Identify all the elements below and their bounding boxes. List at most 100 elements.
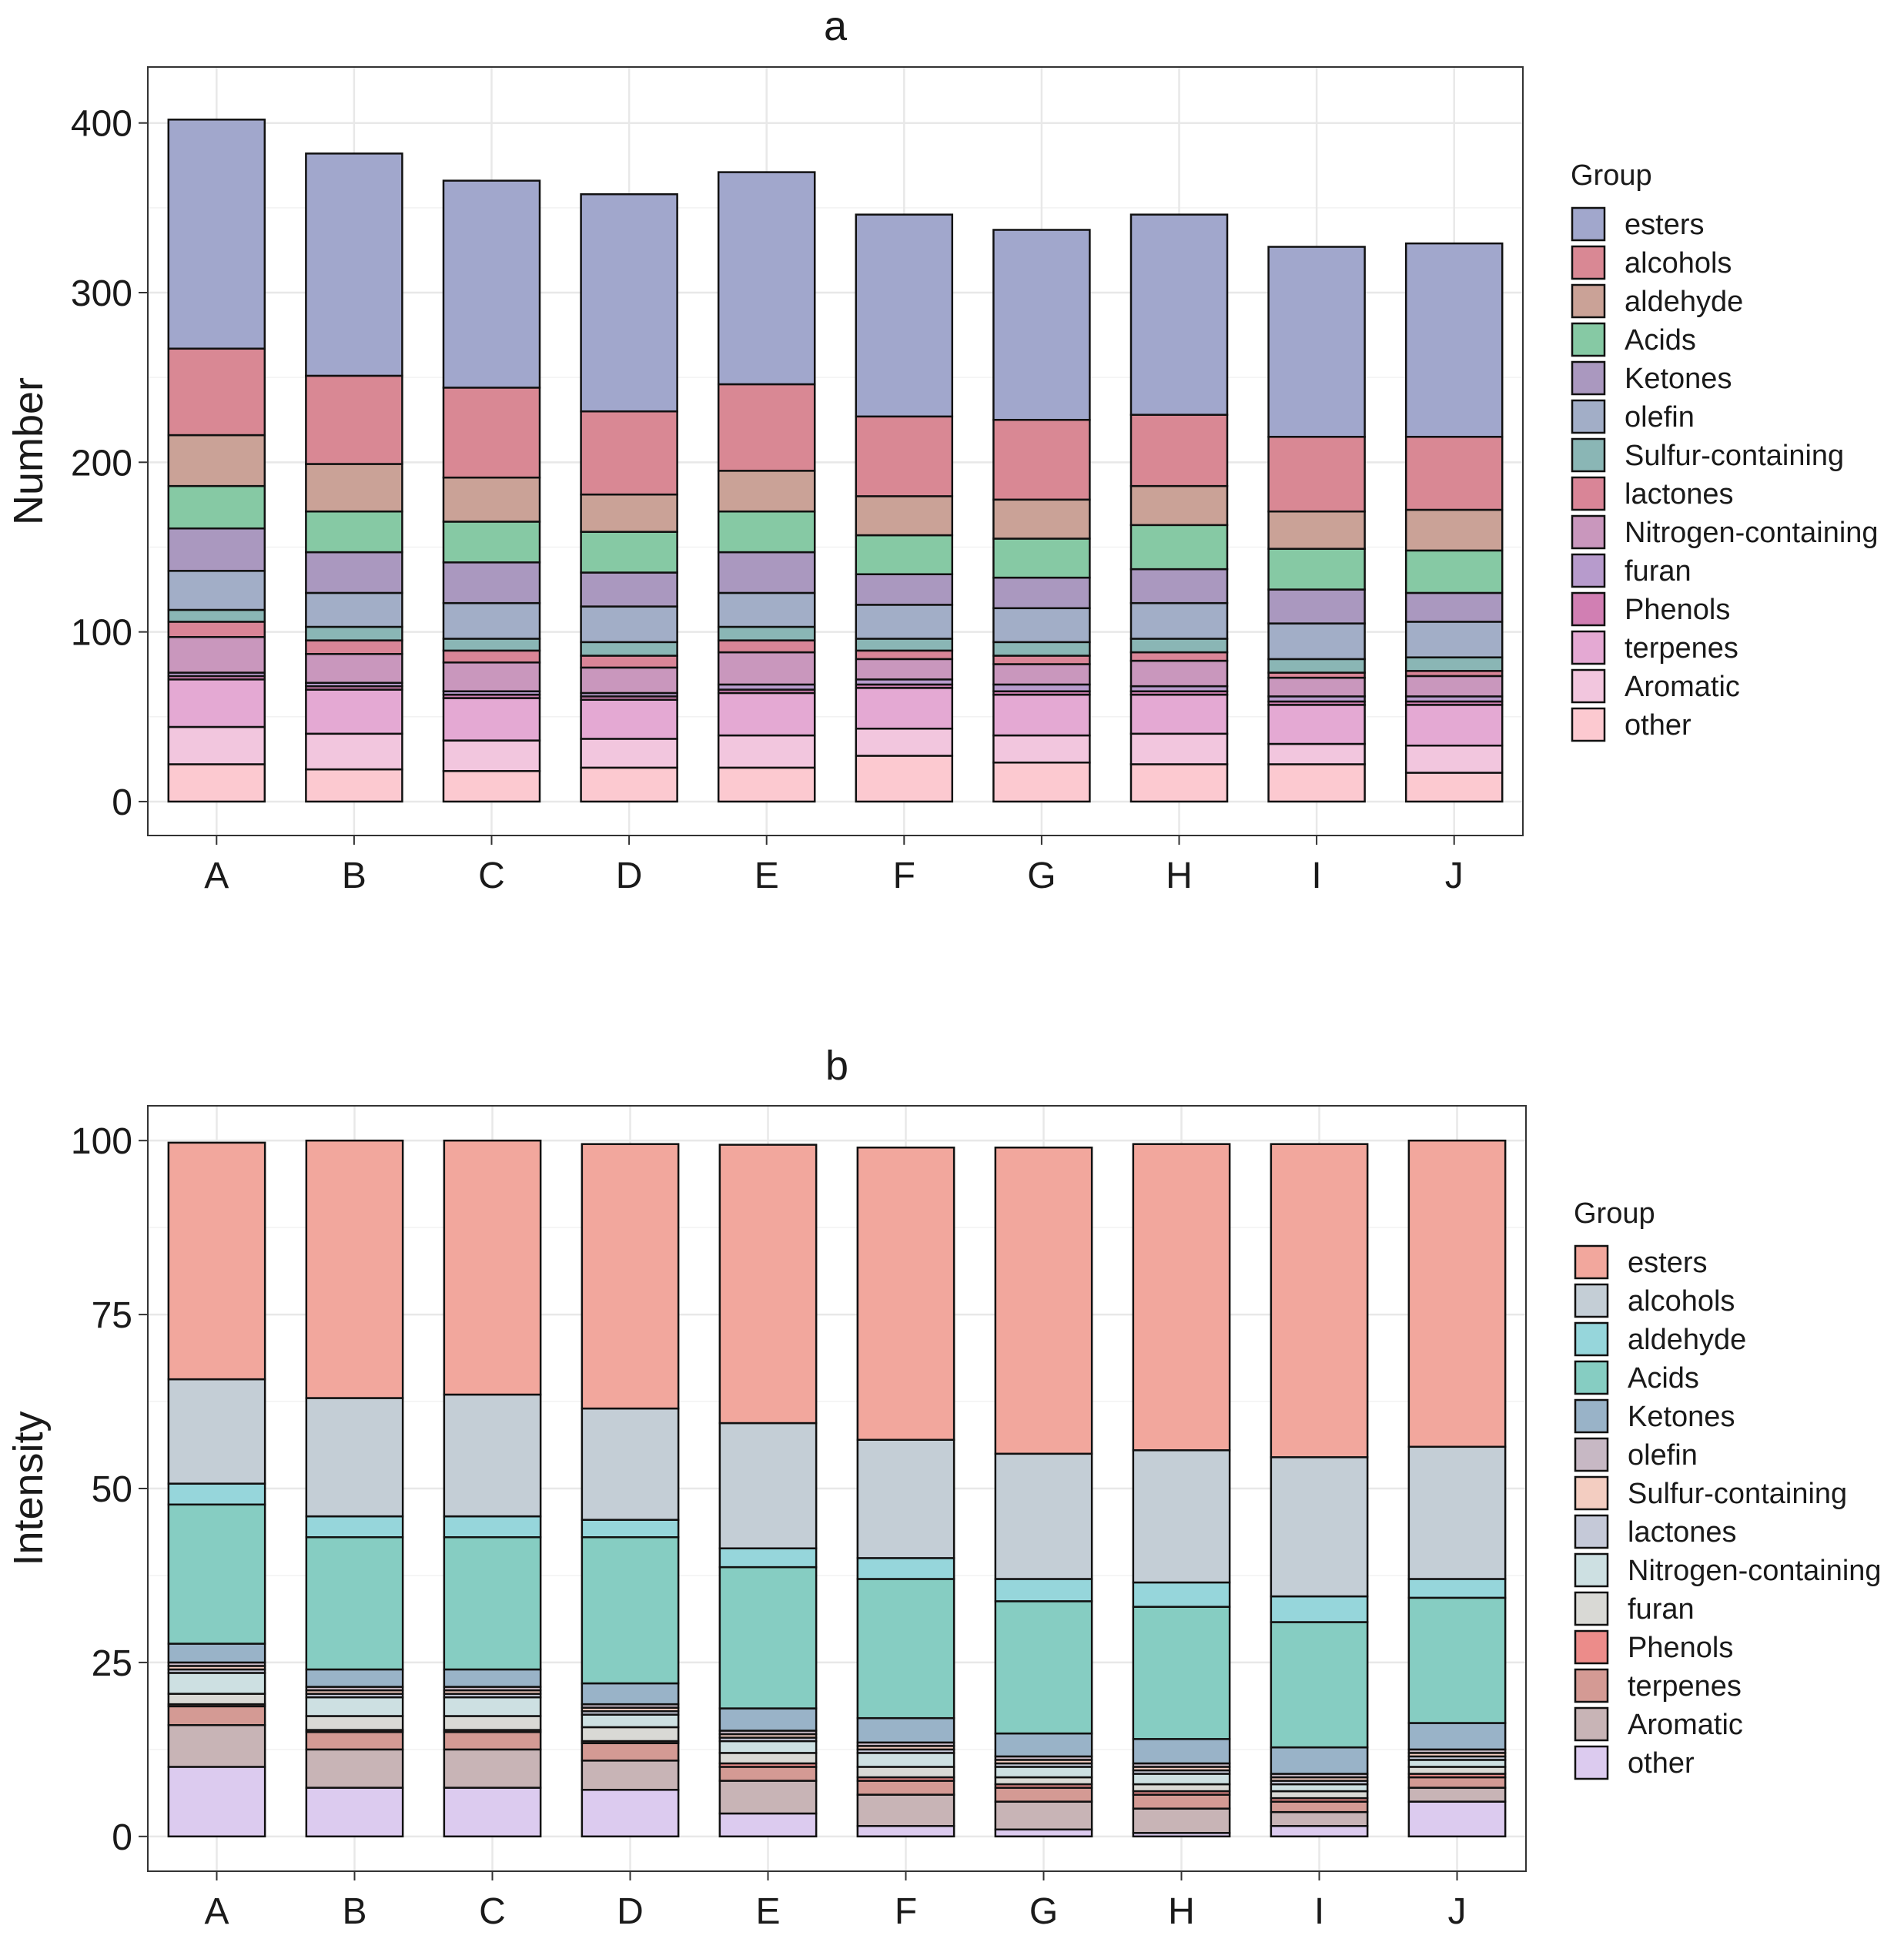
bar-segment-nitrogen-containing-h: [1132, 1773, 1231, 1786]
bar-segment-aromatic-c: [443, 1748, 542, 1789]
bar-segment-alcohols-f: [855, 415, 954, 497]
legend-key-furan: [1571, 553, 1606, 588]
bar-segment-lactones-g: [992, 655, 1091, 665]
legend-label: furan: [1628, 1593, 1695, 1626]
bar-segment-aldehyde-i: [1267, 510, 1366, 550]
y-tick-label: 0: [112, 1817, 132, 1858]
bar-segment-sulfur-containing-b: [305, 625, 403, 641]
bar-segment-furan-g: [994, 1776, 1093, 1786]
legend-key-lactones: [1574, 1514, 1609, 1549]
bar-segment-other-e: [718, 1812, 818, 1838]
bar-segment-olefin-a: [167, 570, 266, 611]
legend-key-olefin: [1574, 1437, 1609, 1472]
bar-segment-other-c: [442, 770, 541, 803]
bar-segment-aldehyde-a: [167, 434, 266, 487]
bar-segment-acids-f: [856, 1578, 955, 1720]
legend-key-sulfur-containing: [1571, 437, 1606, 473]
bar-segment-alcohols-j: [1407, 1445, 1507, 1580]
bar-segment-ketones-b: [305, 551, 403, 594]
bar-segment-aromatic-c: [442, 739, 541, 772]
x-tick-label: B: [342, 1891, 366, 1932]
bar-segment-aldehyde-g: [992, 498, 1091, 540]
bar-segment-aromatic-b: [305, 732, 403, 771]
bar-segment-alcohols-j: [1404, 436, 1504, 511]
bar-segment-acids-b: [305, 510, 403, 554]
legend-label: olefin: [1625, 401, 1695, 434]
bar-segment-nitrogen-containing-f: [856, 1752, 955, 1768]
bar-segment-esters-c: [442, 179, 541, 389]
bar-segment-furan-f: [856, 1766, 955, 1779]
y-axis-title: Number: [5, 377, 52, 525]
bar-segment-aldehyde-d: [580, 493, 678, 533]
bar-segment-terpenes-e: [718, 1766, 818, 1782]
y-axis-title: Intensity: [5, 1411, 52, 1566]
legend-key-olefin: [1571, 399, 1606, 434]
legend-label: Phenols: [1628, 1632, 1733, 1664]
bar-segment-other-g: [994, 1828, 1093, 1838]
bar-segment-other-b: [305, 768, 403, 803]
bar-segment-aromatic-b: [305, 1748, 404, 1789]
legend-key-aldehyde: [1571, 283, 1606, 319]
bar-segment-aldehyde-f: [855, 495, 954, 537]
bar-segment-nitrogen-containing-f: [855, 658, 954, 681]
legend-label: Sulfur-containing: [1628, 1478, 1847, 1510]
bar-segment-aldehyde-d: [581, 1519, 680, 1539]
legend-key-lactones: [1571, 476, 1606, 511]
bar-segment-aldehyde-c: [442, 476, 541, 523]
legend-key-aromatic: [1574, 1706, 1609, 1742]
x-tick-label: A: [204, 1891, 229, 1932]
bar-segment-nitrogen-containing-d: [581, 1713, 680, 1729]
bar-segment-furan-j: [1407, 1766, 1507, 1775]
bar-segment-ketones-d: [581, 1682, 680, 1706]
legend-label: esters: [1628, 1247, 1707, 1279]
bar-segment-aromatic-a: [167, 725, 266, 765]
bar-segment-ketones-j: [1407, 1722, 1507, 1751]
y-tick-label: 200: [71, 443, 132, 484]
bar-segment-acids-a: [167, 1503, 266, 1645]
y-tick-label: 0: [112, 782, 132, 823]
bar-segment-ketones-f: [856, 1716, 955, 1744]
bar-segment-other-h: [1129, 763, 1229, 803]
x-tick-label: C: [478, 856, 505, 896]
bar-segment-nitrogen-containing-g: [994, 1766, 1093, 1779]
x-tick-label: G: [1029, 1891, 1058, 1932]
x-tick-label: D: [617, 1891, 644, 1932]
bar-segment-nitrogen-containing-e: [717, 651, 816, 686]
bar-segment-acids-i: [1267, 548, 1366, 591]
y-tick-label: 400: [71, 104, 132, 145]
bar-segment-aromatic-g: [994, 1800, 1093, 1831]
bar-segment-nitrogen-containing-c: [443, 1696, 542, 1717]
bar-segment-aldehyde-g: [994, 1578, 1093, 1602]
bar-segment-lactones-b: [305, 639, 403, 655]
legend-key-aldehyde: [1574, 1321, 1609, 1357]
bar-segment-aldehyde-i: [1270, 1595, 1369, 1623]
bar-segment-lactones-f: [855, 649, 954, 661]
bar-segment-nitrogen-containing-b: [305, 1696, 404, 1717]
bar-segment-aromatic-j: [1404, 744, 1504, 774]
bar-segment-lactones-h: [1129, 651, 1229, 662]
bar-segment-nitrogen-containing-a: [167, 635, 266, 674]
bar-segment-acids-h: [1132, 1606, 1231, 1740]
bar-segment-esters-c: [443, 1139, 542, 1396]
bar-segment-olefin-b: [305, 591, 403, 628]
bar-segment-other-e: [717, 766, 816, 803]
bar-segment-other-j: [1407, 1800, 1507, 1838]
bar-segment-other-f: [856, 1825, 955, 1838]
x-tick-label: J: [1445, 856, 1464, 896]
bar-segment-aromatic-i: [1270, 1810, 1369, 1827]
x-tick-label: F: [893, 856, 915, 896]
x-tick-label: E: [755, 1891, 780, 1932]
legend-key-acids: [1571, 322, 1606, 357]
legend-key-terpenes: [1571, 630, 1606, 665]
chart-a: 0 100 200 300 400 A B C D E F G H I Ja Number Group ester…: [5, 3, 1879, 896]
bar-segment-terpenes-g: [994, 1787, 1093, 1803]
bar-segment-alcohols-i: [1267, 436, 1366, 513]
x-tick-label: C: [479, 1891, 506, 1932]
bar-segment-alcohols-i: [1270, 1456, 1369, 1598]
bar-segment-esters-i: [1270, 1143, 1369, 1458]
legend-label: Ketones: [1625, 363, 1732, 395]
bar-segment-terpenes-j: [1404, 704, 1504, 747]
bar-segment-sulfur-containing-i: [1267, 658, 1366, 674]
bar-segment-terpenes-d: [581, 1742, 680, 1762]
